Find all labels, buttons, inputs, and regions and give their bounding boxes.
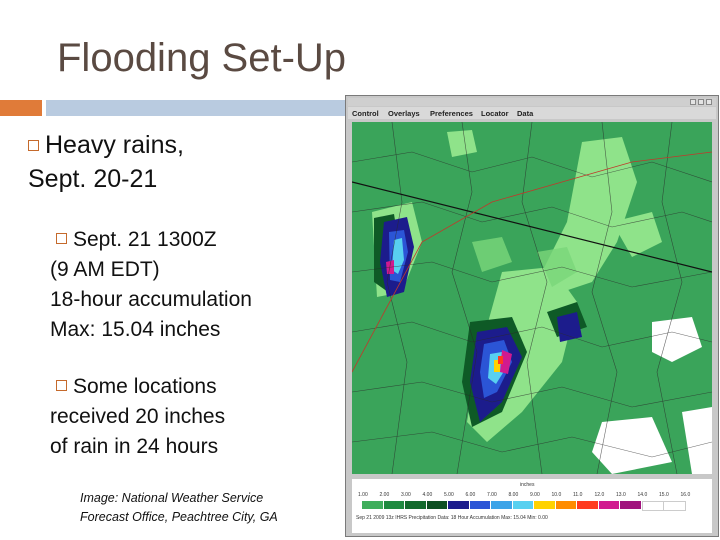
legend-swatch	[620, 501, 641, 509]
legend-value: 15.0	[659, 492, 669, 498]
legend-swatch	[555, 501, 576, 509]
menu-overlays[interactable]: Overlays	[388, 109, 420, 118]
legend-value: 14.0	[637, 492, 648, 498]
bullet-text-line: (9 AM EDT)	[50, 258, 160, 281]
legend-value: 3.00	[401, 492, 411, 498]
legend-swatch	[405, 501, 426, 509]
legend-value: 6.00	[465, 492, 476, 498]
bullet-heavy-rains: Heavy rains, Sept. 20-21	[28, 128, 328, 196]
credit-line: Forecast Office, Peachtree City, GA	[80, 510, 278, 524]
bullet-text-line: Max: 15.04 inches	[50, 318, 221, 341]
bullet-text-line: Some locations	[73, 375, 217, 398]
legend-swatch	[534, 501, 555, 509]
bullet-square-icon	[56, 380, 67, 391]
menu-preferences[interactable]: Preferences	[430, 109, 473, 118]
legend-value: 10.0	[551, 492, 562, 498]
credit-line: Image: National Weather Service	[80, 491, 264, 505]
bullet-text-line: Heavy rains,	[45, 131, 184, 159]
legend-value: 2.00	[379, 492, 390, 498]
legend-swatch	[469, 501, 490, 509]
legend-swatch	[598, 501, 619, 509]
legend-value: 4.00	[422, 492, 433, 498]
legend-units: inches	[520, 482, 535, 488]
bullet-accumulation: Sept. 21 1300Z (9 AM EDT) 18-hour accumu…	[50, 225, 330, 345]
bullet-text-line: 18-hour accumulation	[50, 288, 252, 311]
precipitation-map-graphic	[352, 122, 712, 474]
legend-value: 9.00	[530, 492, 540, 498]
slide-title: Flooding Set-Up	[57, 36, 347, 80]
bullet-text-line: Sept. 20-21	[28, 165, 158, 193]
precipitation-map[interactable]	[352, 122, 712, 474]
legend-value: 11.0	[573, 492, 583, 498]
legend-swatch	[663, 501, 686, 511]
legend-swatch	[512, 501, 533, 509]
legend-swatch	[491, 501, 512, 509]
bullet-square-icon	[28, 140, 39, 151]
maximize-icon[interactable]	[698, 99, 704, 105]
menu-bar: Control Overlays Preferences Locator Dat…	[348, 107, 716, 119]
bullet-square-icon	[56, 233, 67, 244]
bullet-text-line: of rain in 24 hours	[50, 435, 219, 458]
legend-value: 13.0	[616, 492, 626, 498]
state-boundary-line	[352, 181, 712, 273]
legend-swatch	[426, 501, 447, 509]
close-icon[interactable]	[706, 99, 712, 105]
bullet-some-locations: Some locations received 20 inches of rai…	[50, 372, 330, 462]
legend-swatch	[362, 501, 383, 509]
legend-caption: Sep 21 2009 13z IHRS Precipitation Data:…	[356, 515, 548, 521]
image-credit: Image: National Weather Service Forecast…	[80, 489, 330, 527]
menu-locator[interactable]: Locator	[481, 109, 509, 118]
bullet-text-line: Sept. 21 1300Z	[73, 228, 217, 251]
menu-data[interactable]: Data	[517, 109, 534, 118]
legend-swatch	[641, 501, 664, 511]
legend-value: 8.00	[508, 492, 519, 498]
color-scale-legend: inches 1.00 2.00 3.00 4.00 5.00 6.00 7.00 8.00 9…	[352, 479, 712, 533]
radar-app-window: Control Overlays Preferences Locator Dat…	[345, 95, 719, 537]
accent-bar-blue	[46, 100, 346, 116]
legend-value: 5.00	[444, 492, 454, 498]
window-titlebar	[348, 98, 716, 106]
legend-value: 16.0	[680, 492, 691, 498]
legend-value: 7.00	[487, 492, 497, 498]
legend-value: 1.00	[358, 492, 368, 498]
legend-swatch	[448, 501, 469, 509]
legend-value: 12.0	[594, 492, 605, 498]
menu-control[interactable]: Control	[352, 109, 379, 118]
legend-swatch	[383, 501, 404, 509]
minimize-icon[interactable]	[690, 99, 696, 105]
accent-bar-orange	[0, 100, 42, 116]
legend-swatch	[577, 501, 598, 509]
bullet-text-line: received 20 inches	[50, 405, 226, 428]
